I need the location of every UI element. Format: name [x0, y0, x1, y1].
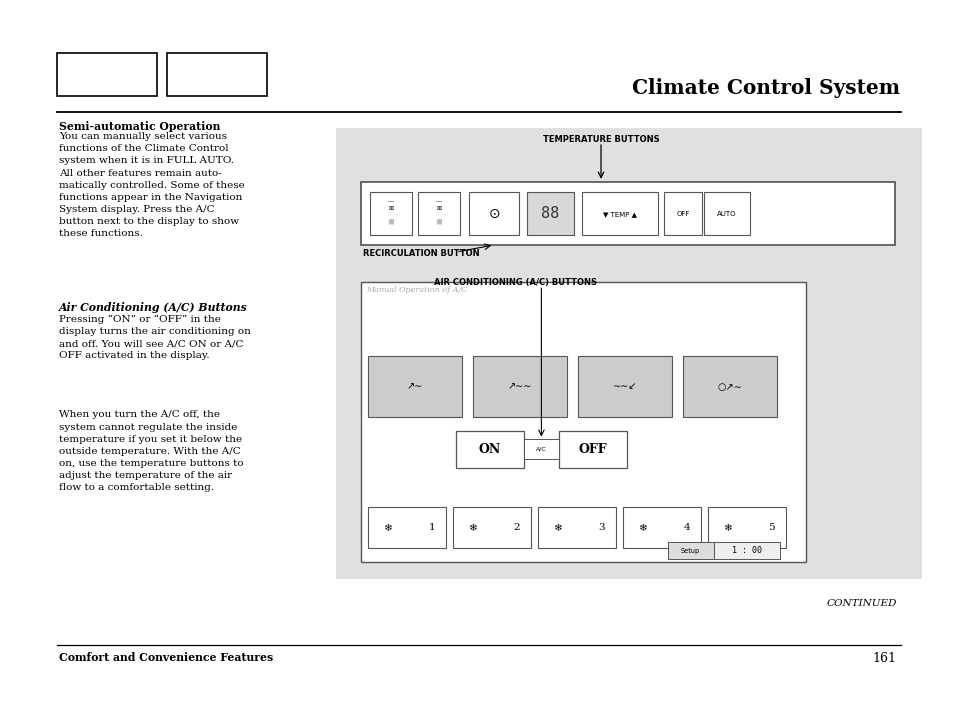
Text: CONTINUED: CONTINUED: [825, 599, 896, 608]
Bar: [622, 507, 700, 548]
Text: When you turn the A/C off, the
system cannot regulate the inside
temperature if : When you turn the A/C off, the system ca…: [59, 410, 244, 492]
Text: Semi-automatic Operation: Semi-automatic Operation: [59, 121, 220, 131]
Text: ∼∼↙: ∼∼↙: [612, 381, 637, 392]
Text: ⊙: ⊙: [488, 207, 499, 221]
Text: ▼ TEMP ▲: ▼ TEMP ▲: [602, 211, 637, 217]
Text: ↗∼∼: ↗∼∼: [507, 381, 532, 392]
Bar: [455, 431, 523, 468]
Text: AIR CONDITIONING (A/C) BUTTONS: AIR CONDITIONING (A/C) BUTTONS: [434, 278, 596, 288]
Text: RECIRCULATION BUTTON: RECIRCULATION BUTTON: [362, 248, 478, 258]
Bar: [578, 356, 671, 417]
Bar: [663, 192, 701, 235]
Bar: [473, 356, 566, 417]
Bar: [368, 356, 461, 417]
Text: ○↗∼: ○↗∼: [717, 381, 741, 392]
Bar: [703, 192, 749, 235]
Text: TEMPERATURE BUTTONS: TEMPERATURE BUTTONS: [542, 135, 659, 144]
Bar: [360, 182, 894, 245]
Bar: [558, 431, 626, 468]
Text: ❄: ❄: [382, 523, 392, 532]
Text: OFF: OFF: [676, 211, 689, 217]
Text: —
⊞: — ⊞: [436, 200, 441, 211]
Text: Comfort and Convenience Features: Comfort and Convenience Features: [59, 652, 274, 662]
Text: ❄: ❄: [721, 523, 731, 532]
Bar: [167, 53, 267, 96]
Text: AUTO: AUTO: [717, 211, 736, 217]
Text: You can manually select various
functions of the Climate Control
system when it : You can manually select various function…: [59, 132, 245, 239]
Text: 5: 5: [768, 523, 774, 532]
Bar: [523, 439, 558, 459]
Text: Manual Operation of A/C: Manual Operation of A/C: [366, 286, 467, 294]
Text: 88: 88: [540, 206, 559, 222]
Bar: [57, 53, 157, 96]
Text: 1 : 00: 1 : 00: [731, 546, 761, 555]
Bar: [526, 192, 574, 235]
Text: ON: ON: [478, 443, 500, 456]
Bar: [469, 192, 518, 235]
Bar: [537, 507, 616, 548]
Bar: [370, 192, 412, 235]
Text: OFF: OFF: [578, 443, 606, 456]
Bar: [667, 542, 713, 559]
Text: Air Conditioning (A/C) Buttons: Air Conditioning (A/C) Buttons: [59, 302, 248, 313]
Text: Climate Control System: Climate Control System: [632, 78, 900, 98]
Bar: [417, 192, 459, 235]
Bar: [368, 507, 446, 548]
Bar: [581, 192, 658, 235]
Bar: [707, 507, 785, 548]
Text: Setup: Setup: [680, 547, 700, 554]
Text: Pressing “ON” or “OFF” in the
display turns the air conditioning on
and off. You: Pressing “ON” or “OFF” in the display tu…: [59, 315, 251, 360]
Bar: [453, 507, 531, 548]
Bar: [335, 128, 921, 579]
Bar: [713, 542, 780, 559]
Text: ❄: ❄: [552, 523, 561, 532]
Text: ❄: ❄: [637, 523, 646, 532]
Bar: [360, 282, 805, 562]
Text: 2: 2: [514, 523, 519, 532]
Text: —
⊞: — ⊞: [388, 200, 394, 211]
Text: ↗∼: ↗∼: [406, 381, 423, 392]
Text: ❄: ❄: [467, 523, 476, 532]
Text: A/C: A/C: [536, 447, 546, 452]
Text: |||: |||: [388, 219, 394, 224]
Text: 1: 1: [429, 523, 435, 532]
Text: 4: 4: [683, 523, 689, 532]
Bar: [682, 356, 776, 417]
Text: 161: 161: [872, 652, 896, 665]
Text: |||: |||: [436, 219, 441, 224]
Text: 3: 3: [598, 523, 604, 532]
